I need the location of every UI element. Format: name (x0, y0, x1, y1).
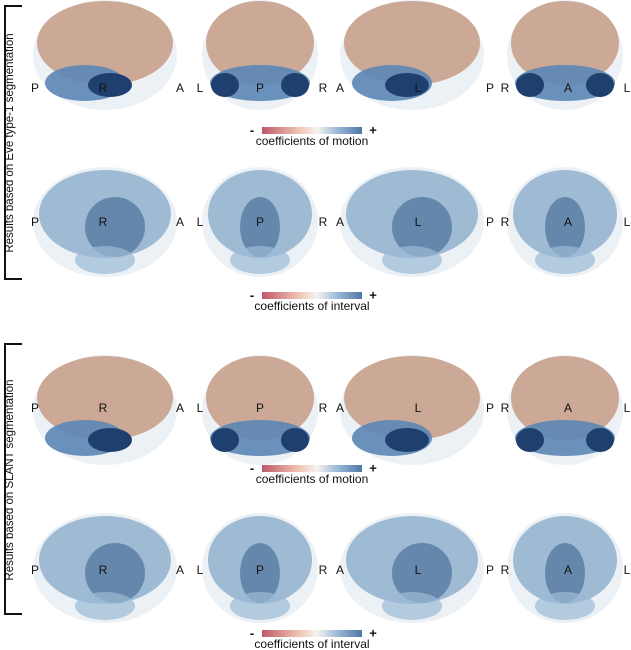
orientation-label: R (500, 401, 510, 415)
bracket-slant (4, 343, 24, 615)
colorbar-label: coefficients of interval (254, 637, 370, 650)
colorbar-label: coefficients of motion (255, 134, 369, 148)
brain-view (340, 513, 484, 623)
orientation-label: L (623, 401, 631, 415)
orientation-label: P (255, 563, 265, 577)
orientation-label: P (30, 215, 40, 229)
brain-view (202, 167, 318, 277)
bracket-eve (4, 5, 24, 280)
orientation-label: R (318, 215, 328, 229)
colorbar-minus: - (249, 122, 255, 138)
colorbar (262, 630, 362, 637)
colorbar (262, 292, 362, 299)
colorbar-label: coefficients of motion (255, 472, 369, 486)
orientation-label: R (98, 215, 108, 229)
brain-view (33, 167, 177, 277)
brain-view (507, 355, 623, 465)
orientation-label: A (175, 563, 185, 577)
brain-view (507, 513, 623, 623)
orientation-label: P (485, 401, 495, 415)
side-label-slant: Results based on SLANT segmentation (4, 379, 16, 581)
colorbar-plus: + (369, 122, 377, 138)
orientation-label: P (255, 401, 265, 415)
orientation-label: A (335, 81, 345, 95)
brain-view (340, 0, 484, 110)
orientation-label: R (318, 81, 328, 95)
orientation-label: P (485, 81, 495, 95)
colorbar (262, 127, 362, 134)
colorbar-label: coefficients of interval (254, 299, 370, 313)
colorbar-plus: + (369, 625, 377, 641)
orientation-label: L (196, 401, 204, 415)
orientation-label: L (414, 563, 422, 577)
brain-view (202, 0, 318, 110)
orientation-label: R (500, 215, 510, 229)
orientation-label: A (335, 563, 345, 577)
colorbar-minus: - (249, 287, 255, 303)
brain-view (507, 167, 623, 277)
brain-view (202, 513, 318, 623)
colorbar (262, 465, 362, 472)
orientation-label: A (563, 563, 573, 577)
orientation-label: P (30, 81, 40, 95)
orientation-label: L (196, 81, 204, 95)
orientation-label: P (485, 563, 495, 577)
orientation-label: A (563, 401, 573, 415)
colorbar-minus: - (249, 460, 255, 476)
colorbar-plus: + (369, 287, 377, 303)
orientation-label: A (175, 215, 185, 229)
orientation-label: R (98, 81, 108, 95)
orientation-label: L (623, 215, 631, 229)
orientation-label: A (175, 81, 185, 95)
orientation-label: A (335, 401, 345, 415)
side-label-eve: Results based on Eve type-1 segmentation (4, 33, 16, 253)
orientation-label: R (318, 563, 328, 577)
orientation-label: P (255, 215, 265, 229)
orientation-label: P (30, 401, 40, 415)
orientation-label: L (414, 81, 422, 95)
orientation-label: P (255, 81, 265, 95)
orientation-label: A (563, 215, 573, 229)
brain-view (340, 167, 484, 277)
brain-view (202, 355, 318, 465)
orientation-label: R (98, 401, 108, 415)
brain-view (340, 355, 484, 465)
orientation-label: A (175, 401, 185, 415)
colorbar-plus: + (369, 460, 377, 476)
orientation-label: R (98, 563, 108, 577)
brain-view (33, 0, 177, 110)
orientation-label: R (318, 401, 328, 415)
orientation-label: R (500, 563, 510, 577)
orientation-label: L (623, 81, 631, 95)
orientation-label: P (30, 563, 40, 577)
orientation-label: L (414, 401, 422, 415)
orientation-label: L (196, 563, 204, 577)
orientation-label: L (414, 215, 422, 229)
brain-view (33, 513, 177, 623)
orientation-label: P (485, 215, 495, 229)
orientation-label: A (563, 81, 573, 95)
orientation-label: R (500, 81, 510, 95)
brain-view (507, 0, 623, 110)
colorbar-minus: - (249, 625, 255, 641)
brain-view (33, 355, 177, 465)
orientation-label: L (623, 563, 631, 577)
orientation-label: A (335, 215, 345, 229)
orientation-label: L (196, 215, 204, 229)
